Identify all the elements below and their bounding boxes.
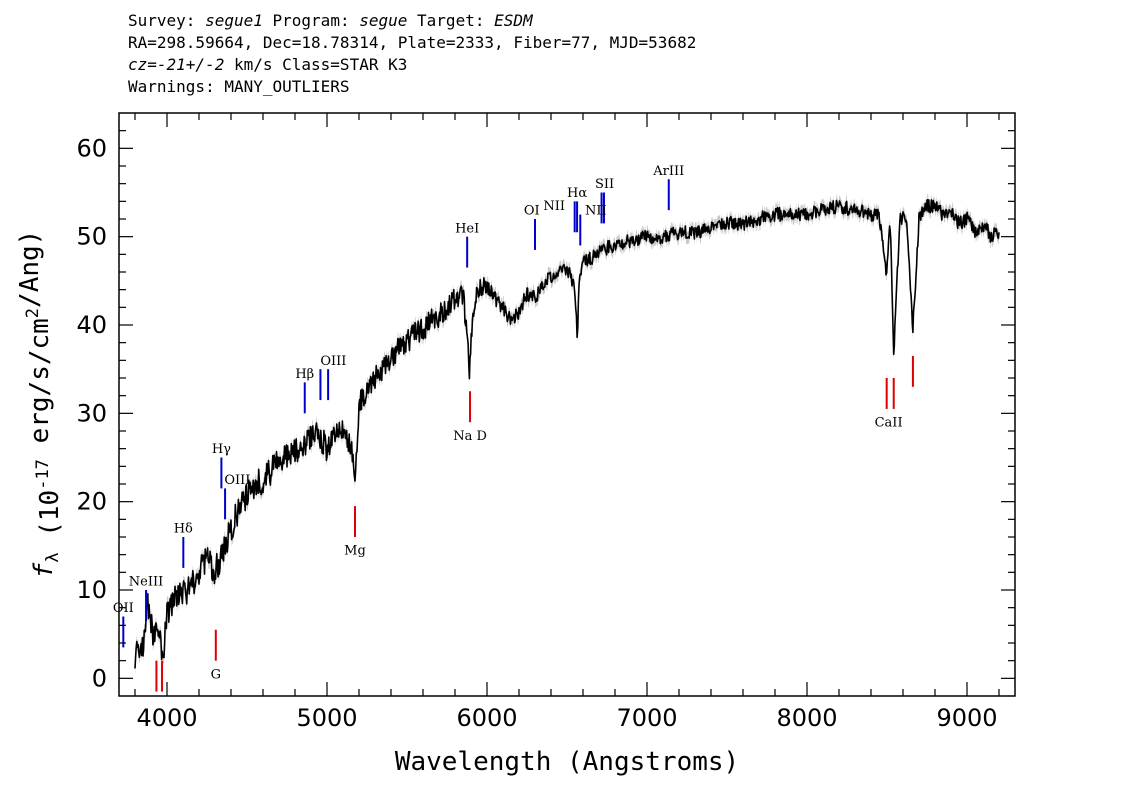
y-tick-label: 40 <box>76 311 107 339</box>
cz-label: cz <box>128 55 148 74</box>
emission-line-label: NII <box>543 199 565 214</box>
absorption-line-label: G <box>211 667 221 682</box>
y-tick-label: 20 <box>76 488 107 516</box>
emission-line-label: Hβ <box>295 367 314 382</box>
header-line-2: RA=298.59664, Dec=18.78314, Plate=2333, … <box>128 33 697 52</box>
header-line-3: cz=-21+/-2 km/s Class=STAR K3 <box>128 54 696 76</box>
absorption-line-label: Na D <box>453 429 487 444</box>
emission-line-label: OI <box>524 204 540 219</box>
x-axis-label: Wavelength (Angstroms) <box>395 747 739 777</box>
x-tick-label: 6000 <box>456 704 517 732</box>
emission-line-label: NeIII <box>129 575 163 590</box>
absorption-line-label: Mg <box>344 544 366 559</box>
y-tick-label: 10 <box>76 576 107 604</box>
error-band-area <box>135 193 999 675</box>
emission-line-label: SII <box>595 177 614 192</box>
y-tick-label: 30 <box>76 399 107 427</box>
emission-line-label: OIII <box>320 354 346 369</box>
spectral-line-markers <box>122 179 914 692</box>
program-label: Program: <box>272 11 350 30</box>
emission-line-label: Hγ <box>212 442 231 457</box>
emission-line-label: OII <box>113 601 134 616</box>
target-value: ESDM <box>494 11 533 30</box>
header-line-4: Warnings: MANY_OUTLIERS <box>128 77 350 96</box>
y-tick-label: 50 <box>76 223 107 251</box>
emission-line-label: HeI <box>455 221 479 236</box>
spectrum-line <box>134 198 1000 669</box>
survey-value: segue1 <box>205 11 263 30</box>
x-tick-label: 7000 <box>616 704 677 732</box>
x-tick-label: 5000 <box>296 704 357 732</box>
cz-value: =-21+/-2 <box>147 55 225 74</box>
plot-frame <box>118 112 1016 697</box>
spectrum-series <box>134 198 1000 669</box>
y-axis-label: fλ (10-17 erg/s/cm2/Ang) <box>15 230 65 579</box>
program-value: segue <box>359 11 408 30</box>
y-axis-ticks: 0 10 20 30 40 50 60 <box>76 130 1015 692</box>
error-band <box>135 193 999 675</box>
cz-unit-class: km/s Class=STAR K3 <box>233 55 408 74</box>
x-tick-label: 8000 <box>776 704 837 732</box>
y-tick-label: 0 <box>92 664 107 692</box>
absorption-line-label: CaII <box>875 416 903 431</box>
y-tick-label: 60 <box>76 134 107 162</box>
x-tick-label: 4000 <box>136 704 197 732</box>
spectrum-header: Survey: segue1 Program: segue Target: ES… <box>128 10 696 98</box>
emission-line-label: Hα <box>567 186 587 201</box>
emission-line-label: Hδ <box>174 522 193 537</box>
emission-line-label: NII <box>585 204 607 219</box>
emission-line-label: OIII <box>224 473 250 488</box>
emission-line-label: ArIII <box>652 164 684 179</box>
x-axis-ticks: 4000 5000 6000 7000 8000 9000 <box>134 113 1000 732</box>
x-tick-label: 9000 <box>936 704 997 732</box>
header-line-1: Survey: segue1 Program: segue Target: ES… <box>128 10 696 32</box>
target-label: Target: <box>417 11 485 30</box>
survey-label: Survey: <box>128 11 196 30</box>
